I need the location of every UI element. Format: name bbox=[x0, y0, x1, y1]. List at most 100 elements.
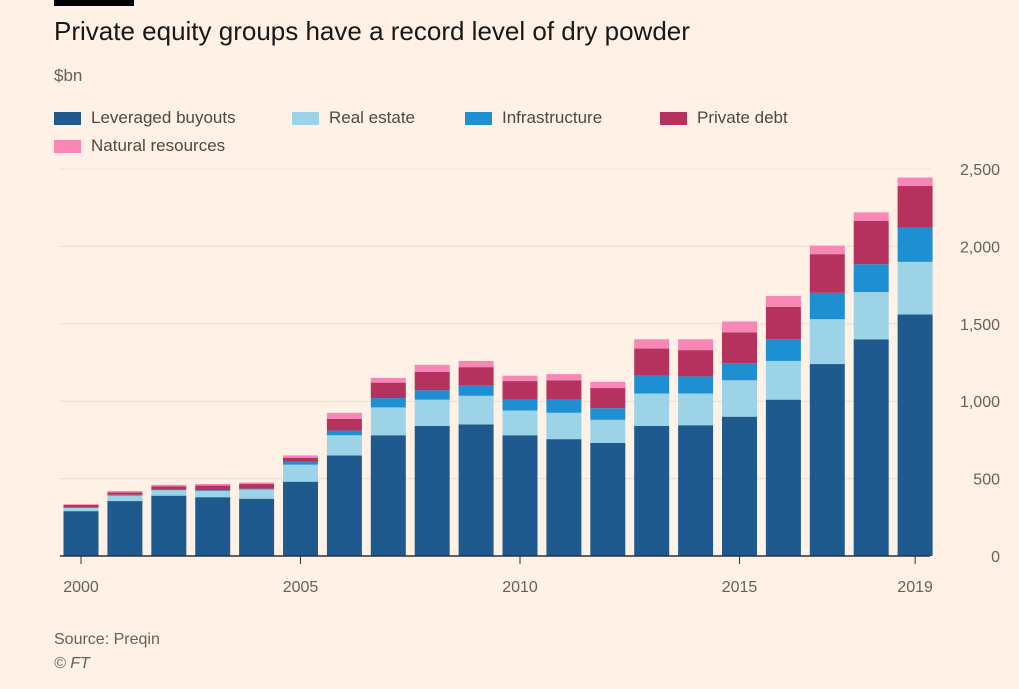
bar-segment bbox=[458, 385, 494, 396]
bar-segment bbox=[195, 490, 231, 498]
bar-segment bbox=[283, 464, 318, 482]
bar-segment bbox=[239, 484, 275, 489]
bar-segment bbox=[107, 501, 143, 556]
legend-swatch bbox=[54, 139, 81, 153]
bar-segment bbox=[370, 435, 406, 556]
bar-segment bbox=[151, 484, 187, 487]
bar-segment bbox=[634, 393, 670, 426]
y-tick-label: 0 bbox=[991, 549, 1000, 566]
bar-segment bbox=[853, 220, 889, 265]
bar-segment bbox=[239, 482, 275, 485]
bar-segment bbox=[151, 495, 187, 556]
bar-segment bbox=[765, 339, 801, 361]
legend-item-private-debt: Private debt bbox=[660, 108, 788, 128]
y-tick-label: 500 bbox=[973, 472, 1000, 489]
bar-segment bbox=[458, 360, 494, 368]
bar-segment bbox=[370, 382, 406, 399]
bar-segment bbox=[897, 261, 933, 315]
bar-segment bbox=[678, 376, 714, 394]
bar-segment bbox=[63, 504, 99, 505]
unit-label: $bn bbox=[54, 66, 83, 85]
bar-segment bbox=[634, 425, 670, 556]
bar-segment bbox=[722, 332, 757, 364]
bar-segment bbox=[590, 388, 626, 409]
x-tick-label: 2019 bbox=[897, 579, 933, 596]
bar-segment bbox=[502, 381, 538, 400]
bar-segment bbox=[63, 507, 99, 509]
bar-segment bbox=[590, 442, 626, 556]
bar-segment bbox=[765, 295, 801, 307]
y-tick-label: 2,000 bbox=[960, 239, 1000, 256]
bar-segment bbox=[502, 410, 538, 436]
bar-segment bbox=[63, 504, 99, 508]
bar-segment bbox=[809, 364, 845, 556]
bar-segment bbox=[897, 186, 933, 228]
bar-segment bbox=[590, 419, 626, 443]
brand-bar bbox=[54, 0, 134, 6]
bar-segment bbox=[853, 264, 889, 293]
bar-segment bbox=[283, 481, 318, 556]
bar-segment bbox=[897, 227, 933, 262]
bar-segment bbox=[195, 490, 231, 491]
bar-segment bbox=[195, 497, 231, 556]
bar-segment bbox=[283, 455, 318, 458]
bar-segment bbox=[722, 380, 757, 417]
bar-segment bbox=[590, 408, 626, 420]
bar-segment bbox=[370, 377, 406, 383]
legend-label: Natural resources bbox=[91, 136, 226, 155]
bar-segment bbox=[765, 360, 801, 400]
y-tick-label: 1,000 bbox=[960, 394, 1000, 411]
bar-segment bbox=[283, 457, 318, 462]
bar-segment bbox=[63, 511, 99, 556]
bar-segment bbox=[63, 508, 99, 512]
bar-segment bbox=[326, 435, 362, 456]
bar-segment bbox=[195, 484, 231, 486]
bar-segment bbox=[414, 364, 450, 372]
bar-segment bbox=[546, 380, 582, 400]
bar-segment bbox=[765, 399, 801, 556]
bar-segment bbox=[809, 292, 845, 320]
footer: Source: Preqin © FT bbox=[54, 628, 160, 676]
x-tick-label: 2000 bbox=[63, 579, 99, 596]
bar-segment bbox=[107, 495, 143, 502]
bar-segment bbox=[853, 212, 889, 221]
bar-segment bbox=[765, 306, 801, 340]
bar-segment bbox=[151, 486, 187, 490]
bar-segment bbox=[414, 399, 450, 426]
legend-label: Real estate bbox=[329, 108, 415, 127]
bar-segment bbox=[809, 319, 845, 365]
bar-segment bbox=[678, 339, 714, 351]
bar-segment bbox=[458, 367, 494, 386]
bar-segment bbox=[722, 416, 757, 556]
x-tick-label: 2005 bbox=[283, 579, 319, 596]
legend-swatch bbox=[465, 111, 492, 125]
bar-segment bbox=[326, 430, 362, 436]
legend-label: Leveraged buyouts bbox=[91, 108, 236, 127]
bar-segment bbox=[546, 412, 582, 440]
bar-segment bbox=[546, 374, 582, 381]
bar-segment bbox=[546, 439, 582, 556]
legend-item-real-estate: Real estate bbox=[292, 108, 415, 128]
bar-segment bbox=[897, 314, 933, 556]
legend-item-leveraged-buyouts: Leveraged buyouts bbox=[54, 108, 236, 128]
bar-segment bbox=[678, 425, 714, 556]
chart-title: Private equity groups have a record leve… bbox=[54, 16, 690, 46]
bar-segment bbox=[107, 490, 143, 493]
bar-segment bbox=[809, 245, 845, 255]
bar-segment bbox=[370, 407, 406, 436]
bar-segment bbox=[414, 371, 450, 391]
bar-segment bbox=[590, 381, 626, 389]
bar-segment bbox=[239, 488, 275, 490]
bar-segment bbox=[722, 363, 757, 381]
bar-segment bbox=[414, 425, 450, 556]
bar-segment bbox=[239, 498, 275, 556]
bar-segment bbox=[370, 398, 406, 408]
bar-segment bbox=[809, 254, 845, 293]
bar-segment bbox=[502, 375, 538, 382]
y-tick-label: 2,500 bbox=[960, 162, 1000, 179]
bar-segment bbox=[634, 348, 670, 376]
legend-item-natural-resources: Natural resources bbox=[54, 136, 225, 156]
bar-segment bbox=[458, 424, 494, 556]
bar-segment bbox=[502, 435, 538, 556]
legend-swatch bbox=[54, 111, 81, 125]
